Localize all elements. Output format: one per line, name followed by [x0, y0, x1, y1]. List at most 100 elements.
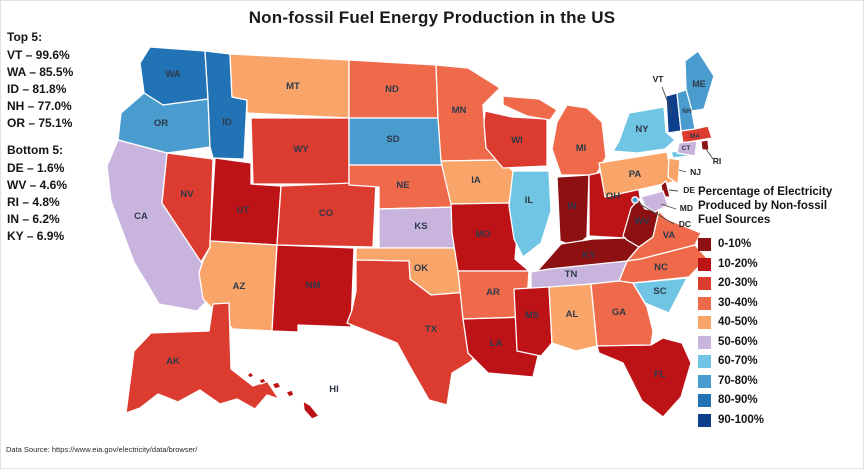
state-DC — [631, 196, 639, 204]
state-label-IL: IL — [525, 195, 534, 206]
legend-swatch — [698, 296, 711, 310]
state-MS — [513, 286, 553, 357]
state-label-KY: KY — [582, 250, 596, 261]
bottom5-item: WV – 4.6% — [7, 178, 68, 192]
state-MD — [640, 190, 669, 213]
legend-row: 20-30% — [698, 277, 860, 290]
state-label-CA: CA — [134, 211, 148, 222]
legend-swatch — [698, 238, 711, 251]
state-label-CO: CO — [319, 208, 333, 219]
state-FL — [596, 337, 692, 418]
state-label-AL: AL — [566, 309, 579, 320]
data-source: Data Source: https://www.eia.gov/electri… — [6, 445, 198, 454]
state-label-NY: NY — [635, 124, 649, 135]
bottom5-item: KY – 6.9% — [7, 229, 65, 243]
leader-line-DE — [668, 189, 679, 192]
legend-row: 80-90% — [698, 394, 860, 407]
chart-title: Non-fossil Fuel Energy Production in the… — [248, 8, 616, 27]
state-MI — [502, 95, 558, 121]
state-NY — [612, 106, 676, 154]
legend-bin-label: 20-30% — [718, 277, 758, 289]
state-label-NH: NH — [682, 108, 692, 115]
bottom5-heading: Bottom 5: — [7, 143, 63, 157]
leader-line-VT — [661, 86, 673, 114]
state-HI — [271, 381, 282, 390]
state-label-GA: GA — [612, 307, 626, 318]
state-label-PA: PA — [629, 169, 642, 180]
legend-title-line: Percentage of Electricity — [698, 186, 833, 198]
legend-swatch — [698, 277, 711, 290]
state-HI — [258, 377, 267, 385]
legend-swatch — [698, 374, 711, 388]
bottom5-item: DE – 1.6% — [7, 161, 65, 175]
state-NM — [271, 244, 355, 333]
top5-heading: Top 5: — [7, 30, 43, 44]
state-label-ID: ID — [222, 117, 232, 128]
state-label-ND: ND — [385, 84, 399, 95]
top5-items: VT – 99.6% WA – 85.5% ID – 81.8% NH – 77.0%… — [7, 47, 73, 132]
states-layer — [106, 46, 715, 420]
state-AK — [125, 302, 280, 414]
legend-swatch — [698, 316, 711, 329]
top5-item: NH – 77.0% — [7, 99, 72, 113]
bottom5-item: IN – 6.2% — [7, 212, 60, 226]
state-HI — [246, 371, 255, 379]
state-label-MT: MT — [286, 81, 300, 92]
state-label-SC: SC — [653, 286, 666, 297]
state-label-MO: MO — [475, 229, 490, 240]
state-label-OH: OH — [606, 191, 620, 202]
legend-row: 70-80% — [698, 374, 860, 388]
state-label-NM: NM — [306, 280, 321, 291]
state-label-TN: TN — [565, 269, 578, 280]
state-HI — [285, 389, 295, 398]
state-MI — [551, 104, 607, 176]
legend-row: 60-70% — [698, 355, 860, 368]
legend-swatch — [698, 257, 711, 271]
legend-row: 30-40% — [698, 296, 860, 310]
state-label-WI: WI — [511, 135, 523, 146]
legend-bin-label: 80-90% — [718, 394, 758, 406]
legend-row: 50-60% — [698, 335, 860, 349]
legend-swatch — [698, 413, 711, 427]
state-CO — [276, 181, 377, 248]
top5-item: ID – 81.8% — [7, 82, 67, 96]
legend-row: 40-50% — [698, 316, 860, 329]
state-IL — [508, 170, 552, 258]
state-label-HI: HI — [329, 384, 339, 395]
state-label-MS: MS — [525, 310, 539, 321]
state-label-TX: TX — [425, 324, 438, 335]
legend-bin-label: 40-50% — [718, 316, 758, 328]
legend-title: Percentage of Electricity Produced by No… — [698, 185, 860, 227]
state-label-MI: MI — [576, 143, 587, 154]
state-RI — [700, 139, 710, 151]
state-label-CT: CT — [682, 145, 691, 152]
state-label-IN: IN — [567, 201, 577, 212]
legend-bin-label: 90-100% — [718, 413, 765, 426]
legend-row: 90-100% — [698, 413, 860, 427]
state-label-UT: UT — [237, 205, 250, 216]
legend-swatch — [698, 355, 711, 368]
state-CT — [676, 140, 698, 157]
state-label-AR: AR — [486, 287, 500, 298]
legend-bin-label: 70-80% — [718, 374, 758, 387]
state-MA — [680, 125, 713, 144]
legend-swatch — [698, 394, 711, 407]
state-AL — [548, 283, 598, 352]
state-label-MA: MA — [690, 133, 700, 140]
bottom5-item: RI – 4.8% — [7, 195, 60, 209]
top5-list: Top 5: VT – 99.6% WA – 85.5% ID – 81.8% NH … — [7, 29, 73, 132]
state-label-RI: RI — [713, 156, 722, 166]
legend-title-line: Produced by Non-fossil — [698, 200, 828, 212]
state-label-AZ: AZ — [233, 281, 246, 292]
legend-bin-label: 10-20% — [718, 257, 758, 270]
legend: Percentage of Electricity Produced by No… — [698, 185, 860, 433]
legend-bin-label: 30-40% — [718, 296, 758, 309]
state-label-FL: FL — [654, 369, 666, 380]
state-label-KS: KS — [414, 221, 427, 232]
bottom5-items: DE – 1.6% WV – 4.6% RI – 4.8% IN – 6.2% KY –… — [7, 160, 67, 245]
state-label-MN: MN — [452, 105, 467, 116]
legend-title-line: Fuel Sources — [698, 214, 771, 226]
legend-bin-label: 0-10% — [718, 238, 752, 250]
